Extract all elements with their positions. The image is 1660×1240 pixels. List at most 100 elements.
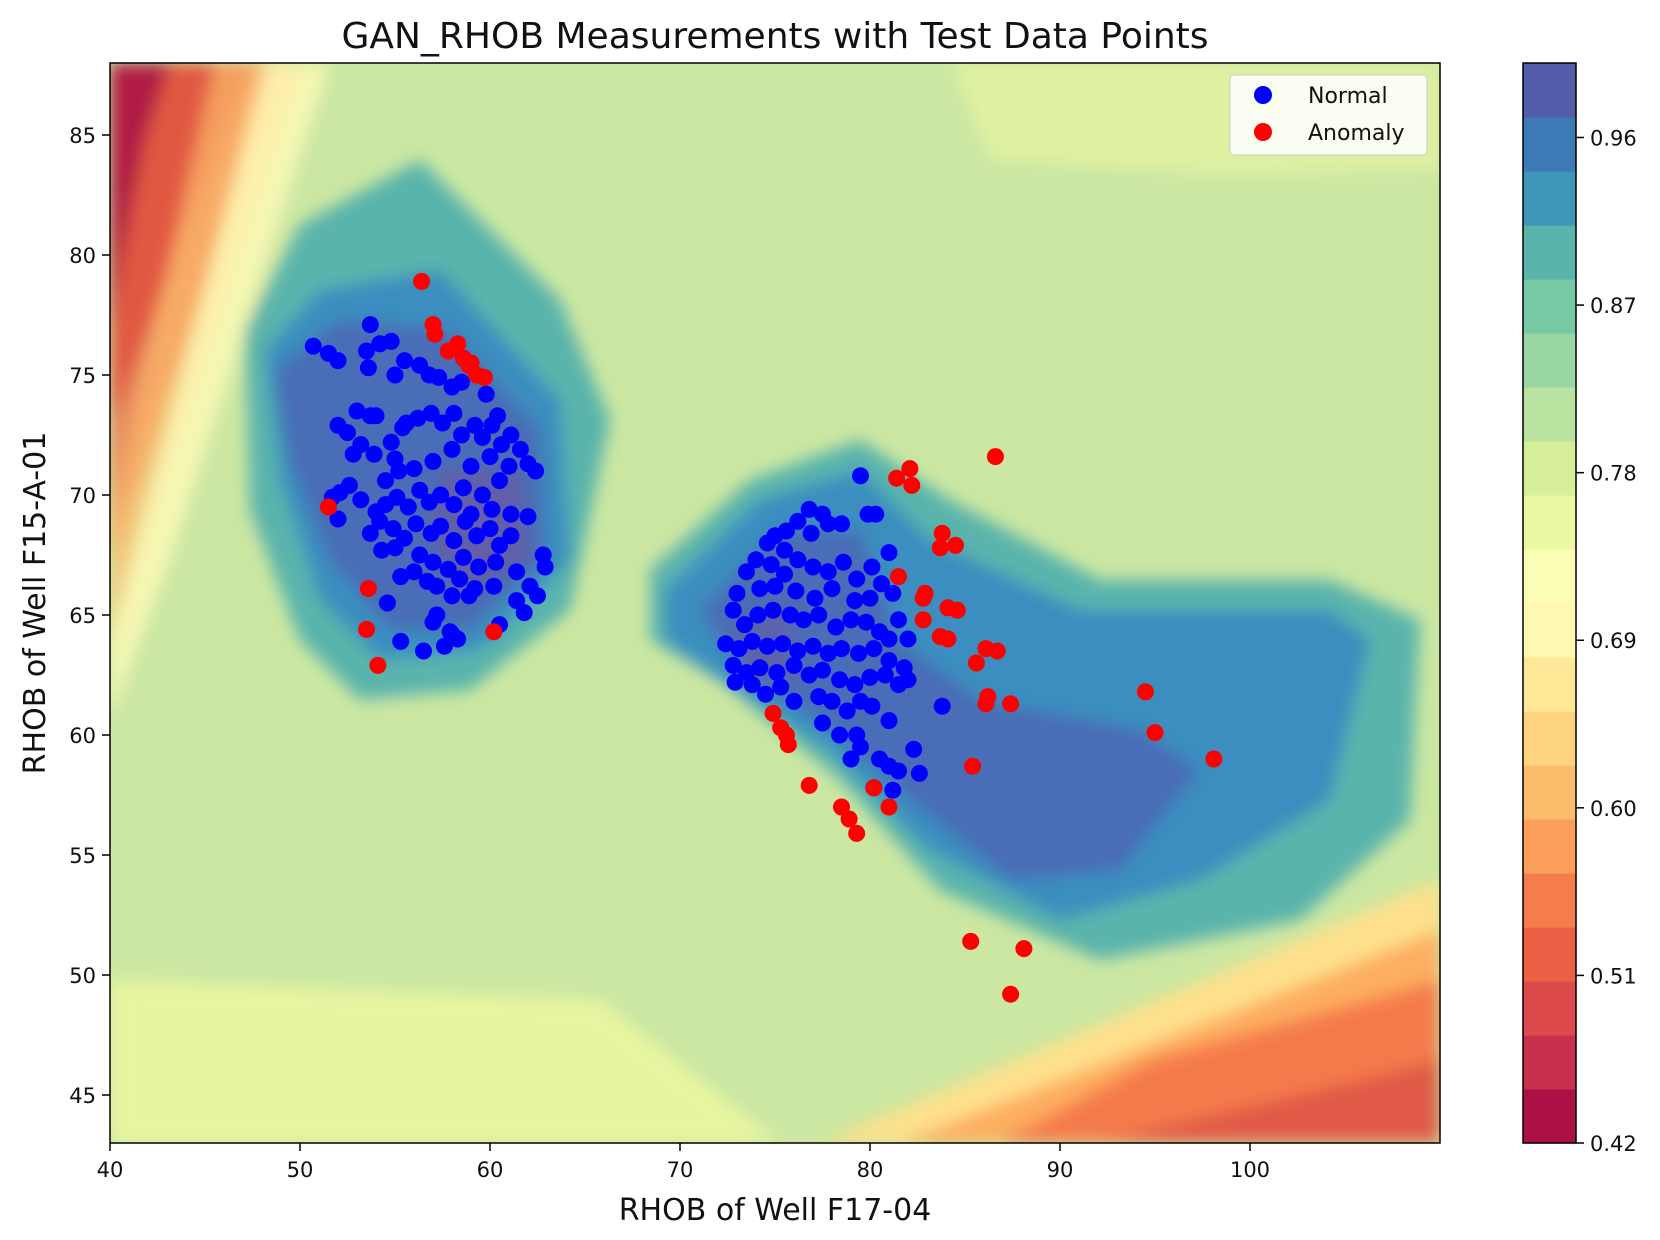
colorbar-band — [1523, 225, 1576, 280]
normal-point — [443, 625, 461, 643]
anomaly-point — [1137, 683, 1154, 701]
normal-point — [422, 404, 440, 422]
anomaly-point — [1002, 985, 1020, 1003]
legend: Normal Anomaly — [1229, 74, 1428, 156]
anomaly-point — [903, 476, 921, 494]
colorbar-tick-label: 0.78 — [1590, 462, 1637, 486]
normal-point — [884, 584, 902, 602]
normal-point — [358, 342, 375, 360]
colorbar-band — [1523, 765, 1576, 820]
normal-point — [776, 565, 793, 583]
normal-point — [846, 592, 864, 610]
anomaly-point — [1146, 724, 1164, 742]
normal-point — [527, 462, 545, 480]
normal-point — [831, 671, 849, 689]
anomaly-point — [848, 824, 866, 842]
normal-point — [411, 481, 429, 499]
normal-point — [743, 676, 761, 694]
normal-point — [852, 467, 869, 485]
y-tick-label: 70 — [69, 484, 96, 508]
y-tick-label: 85 — [69, 124, 96, 148]
normal-point — [460, 587, 478, 605]
x-tick-label: 100 — [1230, 1158, 1270, 1182]
colorbar-frame — [1522, 62, 1577, 1144]
y-tick-label: 80 — [69, 244, 96, 268]
colorbar-band — [1523, 333, 1576, 388]
normal-point — [432, 517, 450, 535]
normal-point — [473, 428, 491, 446]
normal-point — [751, 580, 769, 598]
normal-point — [384, 520, 402, 538]
normal-point — [445, 404, 463, 422]
normal-point — [758, 534, 776, 552]
normal-point — [890, 611, 907, 629]
anomaly-point — [1002, 695, 1020, 713]
normal-point — [485, 577, 503, 595]
y-tick-label: 60 — [69, 724, 96, 748]
normal-point — [481, 520, 499, 538]
normal-point — [814, 714, 831, 732]
normal-point — [511, 440, 529, 458]
normal-point — [519, 508, 537, 526]
normal-point — [899, 671, 917, 689]
normal-point — [857, 613, 875, 631]
normal-point — [453, 373, 470, 391]
normal-point — [933, 697, 951, 715]
colorbar-band — [1523, 441, 1576, 496]
normal-point — [304, 337, 322, 355]
anomaly-point — [359, 580, 377, 598]
y-tick-label: 45 — [69, 1084, 96, 1108]
colorbar-band — [1523, 603, 1576, 658]
normal-point — [339, 424, 356, 442]
normal-point — [774, 635, 792, 653]
normal-point — [382, 332, 400, 350]
normal-point — [861, 668, 879, 686]
normal-point — [439, 560, 457, 578]
normal-point — [789, 642, 807, 660]
normal-point — [424, 613, 442, 631]
normal-point — [749, 606, 767, 624]
normal-point — [819, 563, 837, 581]
normal-point — [804, 637, 822, 655]
legend-label-normal: Normal — [1308, 84, 1388, 109]
anomaly-point — [977, 695, 995, 713]
normal-point — [434, 414, 451, 432]
x-tick-label: 70 — [667, 1158, 694, 1182]
normal-point — [352, 491, 370, 509]
colorbar-tick-label: 0.51 — [1590, 964, 1637, 988]
normal-point — [846, 676, 864, 694]
normal-point — [776, 541, 793, 559]
colorbar-tick-label: 0.60 — [1590, 797, 1637, 821]
anomaly-point — [485, 623, 503, 641]
anomaly-point — [413, 272, 431, 290]
normal-point — [781, 606, 799, 624]
normal-point — [432, 486, 450, 504]
colorbar-band — [1523, 279, 1576, 334]
normal-point — [738, 563, 755, 581]
normal-point — [910, 764, 928, 782]
y-tick-label: 50 — [69, 964, 96, 988]
normal-point — [785, 656, 803, 674]
anomaly-point — [901, 460, 919, 478]
anomaly-point — [986, 448, 1004, 466]
normal-point — [884, 781, 902, 799]
normal-point — [329, 352, 347, 370]
normal-point — [428, 577, 446, 595]
normal-point — [411, 546, 429, 564]
anomaly-point — [880, 798, 898, 816]
normal-point — [810, 606, 828, 624]
normal-point — [842, 611, 860, 629]
normal-point — [726, 673, 744, 691]
normal-point — [736, 616, 754, 634]
normal-point — [724, 601, 742, 619]
anomaly-point — [948, 601, 966, 619]
normal-point — [810, 688, 828, 706]
normal-point — [483, 500, 501, 518]
normal-point — [462, 457, 480, 475]
anomaly-point — [933, 524, 951, 542]
normal-point — [730, 640, 748, 658]
normal-point — [454, 479, 472, 497]
normal-point — [743, 632, 761, 650]
normal-point — [717, 635, 735, 653]
normal-point — [424, 553, 442, 571]
